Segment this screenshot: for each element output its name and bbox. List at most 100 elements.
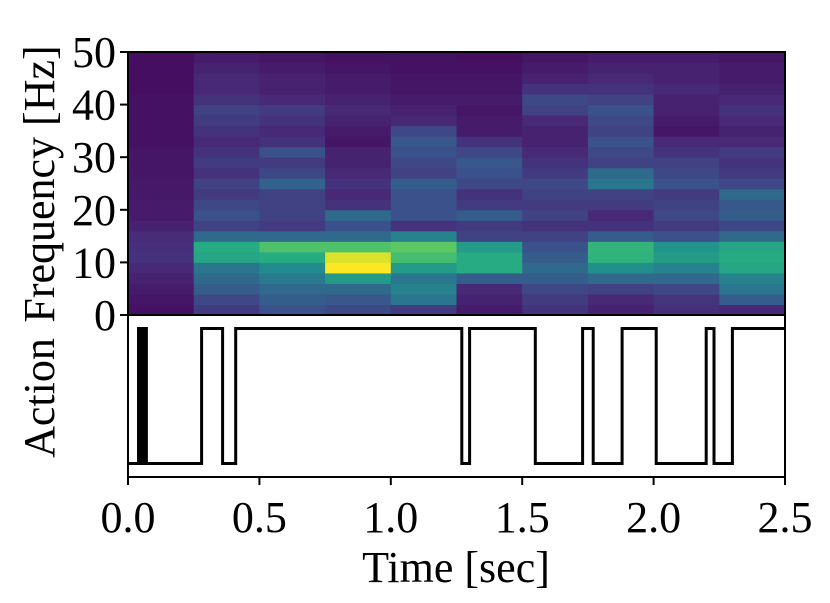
heatmap-cell bbox=[522, 73, 589, 85]
heatmap-cell bbox=[259, 62, 326, 74]
heatmap-cell bbox=[193, 251, 260, 263]
heatmap-cell bbox=[522, 241, 589, 253]
heatmap-cell bbox=[522, 251, 589, 263]
x-tick-label: 1.5 bbox=[495, 493, 550, 542]
heatmap-cell bbox=[653, 293, 720, 305]
heatmap-cell bbox=[456, 94, 523, 106]
heatmap-cell bbox=[193, 230, 260, 242]
heatmap-cell bbox=[193, 83, 260, 95]
heatmap-cell bbox=[325, 136, 392, 148]
heatmap-cell bbox=[325, 272, 392, 284]
heatmap-cell bbox=[193, 146, 260, 158]
heatmap-cell bbox=[587, 94, 655, 106]
heatmap-cell bbox=[193, 115, 260, 127]
heatmap-cell bbox=[325, 146, 392, 158]
heatmap-cell bbox=[325, 283, 392, 295]
heatmap-cell bbox=[390, 188, 457, 200]
heatmap-cell bbox=[456, 262, 523, 274]
heatmap-cell bbox=[128, 83, 195, 95]
heatmap-cell bbox=[325, 241, 392, 253]
heatmap-cell bbox=[456, 188, 523, 200]
heatmap-cell bbox=[653, 104, 720, 116]
heatmap-cell bbox=[719, 209, 786, 221]
heatmap-cell bbox=[522, 125, 589, 137]
heatmap-cell bbox=[456, 83, 523, 95]
x-tick-label: 2.5 bbox=[758, 493, 813, 542]
heatmap-cell bbox=[390, 199, 457, 211]
heatmap-cell bbox=[259, 272, 326, 284]
heatmap-cell bbox=[653, 304, 720, 316]
heatmap-cell bbox=[325, 220, 392, 232]
heatmap-cell bbox=[325, 94, 392, 106]
heatmap-cell bbox=[193, 209, 260, 221]
heatmap-cell bbox=[456, 251, 523, 263]
heatmap-cell bbox=[719, 125, 786, 137]
heatmap-cell bbox=[719, 293, 786, 305]
heatmap-cell bbox=[128, 293, 195, 305]
heatmap-cell bbox=[193, 178, 260, 190]
heatmap-cell bbox=[653, 83, 720, 95]
heatmap-cell bbox=[259, 304, 326, 316]
heatmap-cell bbox=[325, 104, 392, 116]
heatmap-cell bbox=[653, 209, 720, 221]
heatmap-cell bbox=[193, 157, 260, 169]
heatmap-cell bbox=[719, 52, 786, 64]
heatmap-cell bbox=[653, 283, 720, 295]
heatmap-cell bbox=[128, 262, 195, 274]
heatmap-cell bbox=[522, 304, 589, 316]
heatmap-cell bbox=[653, 230, 720, 242]
heatmap-cell bbox=[456, 62, 523, 74]
heatmap-cell bbox=[587, 199, 655, 211]
heatmap-cell bbox=[325, 167, 392, 179]
heatmap-cell bbox=[193, 52, 260, 64]
y-tick-label: 20 bbox=[72, 186, 116, 235]
action-x-ticks: 0.0 0.5 1.0 1.5 2.0 2.5 bbox=[101, 477, 813, 542]
heatmap-cell bbox=[390, 230, 457, 242]
heatmap-cell bbox=[325, 83, 392, 95]
heatmap-cell bbox=[325, 188, 392, 200]
heatmap-cell bbox=[587, 115, 655, 127]
heatmap-cell bbox=[587, 209, 655, 221]
heatmap-cell bbox=[390, 94, 457, 106]
heatmap-cell bbox=[128, 272, 195, 284]
heatmap-cell bbox=[193, 293, 260, 305]
heatmap-cell bbox=[390, 157, 457, 169]
heatmap-cell bbox=[128, 94, 195, 106]
heatmap-cell bbox=[522, 104, 589, 116]
heatmap-cell bbox=[653, 178, 720, 190]
heatmap-cell bbox=[259, 104, 326, 116]
heatmap-cell bbox=[128, 230, 195, 242]
heatmap-cell bbox=[653, 73, 720, 85]
heatmap-cell bbox=[719, 262, 786, 274]
heatmap-cell bbox=[128, 188, 195, 200]
heatmap-cell bbox=[390, 262, 457, 274]
heatmap-cell bbox=[587, 104, 655, 116]
heatmap-cell bbox=[128, 199, 195, 211]
heatmap-cell bbox=[719, 251, 786, 263]
heatmap-cell bbox=[128, 62, 195, 74]
x-tick-label: 1.0 bbox=[363, 493, 418, 542]
heatmap-cell bbox=[522, 199, 589, 211]
action-x-axis-label: Time [sec] bbox=[362, 543, 550, 592]
heatmap-cell bbox=[719, 283, 786, 295]
heatmap-cell bbox=[259, 283, 326, 295]
heatmap-cell bbox=[325, 209, 392, 221]
heatmap-cell bbox=[259, 209, 326, 221]
heatmap-cell bbox=[653, 188, 720, 200]
heatmap-cell bbox=[719, 304, 786, 316]
heatmap-cell bbox=[259, 262, 326, 274]
heatmap-cell bbox=[522, 62, 589, 74]
heatmap-cell bbox=[193, 136, 260, 148]
heatmap-cell bbox=[587, 230, 655, 242]
heatmap-cell bbox=[259, 241, 326, 253]
heatmap-cell bbox=[522, 178, 589, 190]
heatmap-cell bbox=[390, 209, 457, 221]
heatmap-cell bbox=[653, 251, 720, 263]
heatmap-cell bbox=[719, 83, 786, 95]
heatmap-cell bbox=[587, 262, 655, 274]
heatmap-cell bbox=[259, 251, 326, 263]
heatmap-cell bbox=[522, 146, 589, 158]
heatmap-cell bbox=[653, 125, 720, 137]
heatmap-cell bbox=[325, 293, 392, 305]
heatmap-cell bbox=[522, 209, 589, 221]
